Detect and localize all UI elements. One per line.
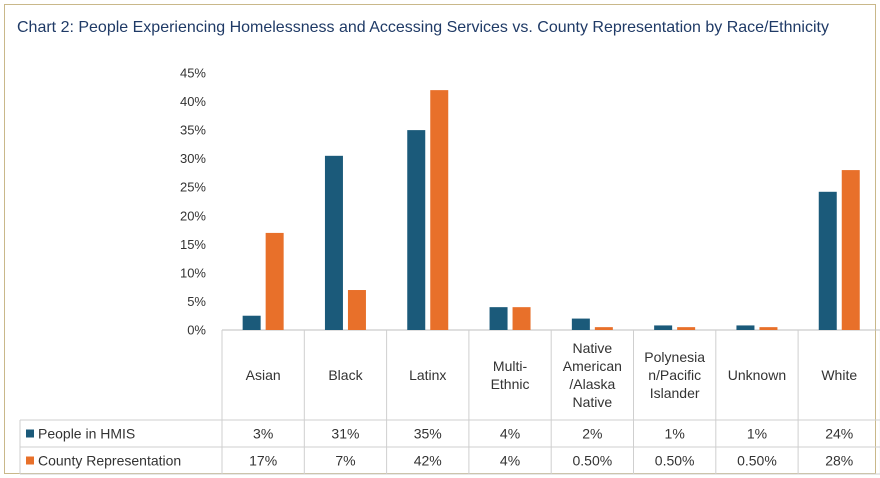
bar-hmis (407, 130, 426, 330)
table-value-label: 2% (582, 426, 602, 442)
y-tick-label: 20% (180, 208, 206, 223)
y-tick-label: 45% (180, 66, 206, 81)
y-tick-label: 15% (180, 237, 206, 252)
table-value-label: 7% (335, 453, 355, 469)
table-value-label: 1% (665, 426, 685, 442)
bar-county (512, 307, 531, 330)
bar-county (677, 327, 696, 330)
x-category-label: Latinx (409, 367, 446, 383)
x-category-label: Polynesia n/Pacific Islander (644, 349, 705, 401)
bar-hmis (818, 191, 837, 330)
table-value-label: 28% (825, 453, 853, 469)
table-value-label: 0.50% (572, 453, 612, 469)
bar-hmis (489, 307, 508, 330)
bar-hmis (736, 325, 755, 330)
bar-hmis (324, 155, 343, 330)
y-tick-label: 40% (180, 94, 206, 109)
table-value-label: 4% (500, 453, 520, 469)
table-value-label: 0.50% (737, 453, 777, 469)
y-tick-label: 5% (187, 294, 206, 309)
table-value-label: 42% (414, 453, 442, 469)
bar-county (265, 232, 284, 330)
table-value-label: 3% (253, 426, 273, 442)
y-tick-label: 25% (180, 180, 206, 195)
legend-swatch (26, 429, 34, 438)
chart-frame: Chart 2: People Experiencing Homelessnes… (4, 4, 876, 474)
bar-county (594, 327, 613, 330)
x-category-label: White (821, 367, 857, 383)
table-value-label: 24% (825, 426, 853, 442)
table-value-label: 31% (331, 426, 359, 442)
legend-swatch (26, 456, 34, 465)
y-tick-label: 0% (187, 323, 206, 338)
y-tick-label: 35% (180, 123, 206, 138)
legend-label: People in HMIS (38, 426, 135, 442)
bar-hmis (571, 318, 590, 330)
bar-hmis (654, 325, 673, 330)
bar-hmis (242, 315, 261, 330)
chart-title: Chart 2: People Experiencing Homelessnes… (17, 19, 829, 36)
table-value-label: 17% (249, 453, 277, 469)
bar-county (759, 327, 778, 330)
x-category-label: Multi-Ethnic (491, 358, 530, 392)
x-category-label: Native American/Alaska Native (563, 340, 622, 410)
y-tick-label: 10% (180, 265, 206, 280)
bar-county (430, 90, 449, 330)
x-category-label: Asian (246, 367, 281, 383)
x-category-label: Black (328, 367, 363, 383)
bar-county (347, 290, 366, 330)
bar-county (841, 170, 860, 330)
y-tick-label: 30% (180, 151, 206, 166)
table-value-label: 4% (500, 426, 520, 442)
legend-label: County Representation (38, 453, 181, 469)
table-value-label: 35% (414, 426, 442, 442)
x-category-label: Unknown (728, 367, 786, 383)
table-value-label: 0.50% (655, 453, 695, 469)
table-value-label: 1% (747, 426, 767, 442)
